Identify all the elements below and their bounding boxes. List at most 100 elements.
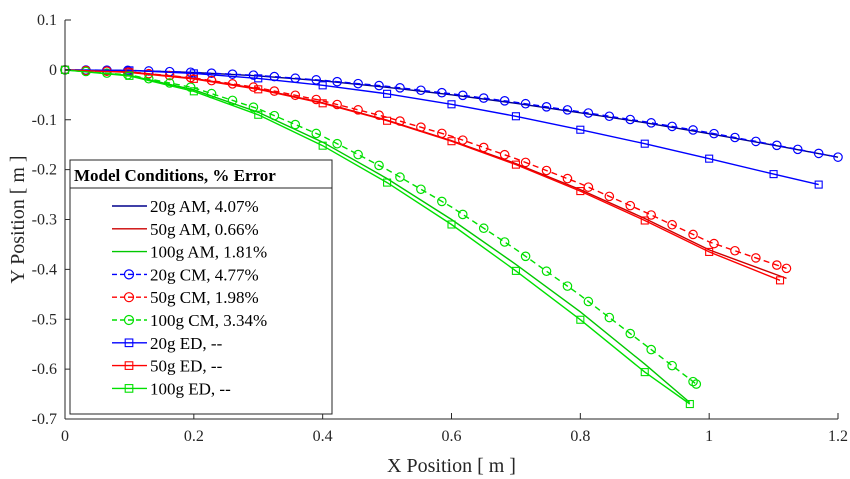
series-line — [64, 69, 697, 385]
circle-marker — [709, 238, 719, 249]
legend-item: 20g AM, 4.07% — [112, 197, 259, 216]
circle-marker — [290, 119, 301, 130]
legend-label: 20g CM, 4.77% — [150, 265, 259, 284]
circle-marker — [541, 266, 552, 277]
circle-marker — [269, 86, 280, 96]
circle-marker — [123, 269, 135, 280]
circle-marker — [332, 138, 342, 149]
legend-item: 100g AM, 1.81% — [112, 243, 267, 262]
legend-item: 50g CM, 1.98% — [112, 288, 259, 307]
square-marker — [511, 112, 520, 121]
legend-item: 100g CM, 3.34% — [112, 311, 267, 330]
circle-marker — [478, 93, 489, 103]
legend-label: 50g AM, 0.66% — [150, 220, 259, 239]
circle-marker — [269, 110, 280, 121]
circle-marker — [457, 209, 468, 220]
circle-marker — [688, 376, 698, 387]
circle-marker — [478, 223, 489, 234]
circle-marker — [353, 78, 363, 89]
square-marker — [576, 187, 585, 196]
circle-marker — [646, 118, 656, 128]
circle-marker — [374, 80, 384, 91]
square-marker — [189, 69, 198, 78]
circle-marker — [499, 149, 510, 160]
square-marker — [447, 137, 456, 146]
square-marker — [318, 99, 327, 108]
y-tick-label: -0.5 — [32, 311, 57, 328]
square-marker — [189, 74, 198, 83]
x-tick-label: 0 — [61, 428, 69, 445]
circle-marker — [691, 379, 702, 389]
square-marker — [447, 220, 456, 229]
circle-marker — [374, 110, 384, 120]
square-marker — [769, 170, 778, 179]
square-marker — [189, 87, 198, 96]
circle-marker — [730, 245, 740, 256]
square-marker — [254, 74, 263, 83]
circle-marker — [833, 152, 843, 162]
square-marker — [383, 178, 392, 187]
y-tick-label: -0.3 — [32, 212, 57, 229]
circle-marker — [562, 173, 573, 184]
series-100g-cm — [60, 65, 702, 389]
circle-marker — [625, 200, 636, 211]
circle-marker — [437, 196, 447, 207]
square-marker — [511, 160, 520, 169]
circle-marker — [709, 128, 719, 139]
square-marker — [124, 338, 134, 348]
x-tick-label: 0.2 — [184, 428, 204, 445]
legend-box — [69, 159, 333, 415]
circle-marker — [583, 296, 594, 307]
square-marker — [254, 110, 263, 119]
x-tick-label: 1 — [705, 428, 713, 445]
x-axis-title: X Position [ m ] — [387, 455, 516, 477]
legend-label: 50g ED, -- — [150, 357, 223, 376]
circle-marker — [751, 253, 761, 263]
legend-label: 20g ED, -- — [150, 334, 223, 353]
y-tick-label: -0.4 — [32, 261, 57, 278]
x-tick-label: 1.2 — [828, 428, 848, 445]
x-tick-label: 0.8 — [570, 428, 590, 445]
y-tick-label: 0.1 — [37, 12, 57, 29]
square-marker — [511, 266, 520, 275]
circle-marker — [562, 281, 573, 291]
square-marker — [383, 89, 392, 98]
legend-item: 50g ED, -- — [112, 357, 223, 376]
circle-marker — [499, 96, 510, 106]
circle-marker — [520, 98, 531, 109]
circle-marker — [248, 82, 259, 92]
circle-marker — [520, 157, 531, 168]
legend-label: 100g CM, 3.34% — [150, 311, 267, 330]
circle-marker — [416, 184, 426, 195]
square-marker — [254, 85, 263, 94]
circle-marker — [123, 314, 135, 326]
circle-marker — [562, 105, 573, 115]
y-tick-label: -0.2 — [32, 162, 57, 179]
circle-marker — [478, 142, 489, 153]
circle-marker — [604, 191, 615, 202]
legend: Model Conditions, % Error 20g AM, 4.07% 5… — [69, 159, 333, 415]
circle-marker — [751, 136, 761, 147]
circle-marker — [437, 87, 447, 98]
square-marker — [124, 384, 134, 393]
series-line — [64, 69, 781, 281]
series-20g-ed — [60, 65, 823, 189]
legend-item: 100g ED, -- — [112, 379, 231, 398]
legend-item: 20g ED, -- — [112, 334, 223, 353]
circle-marker — [688, 125, 698, 135]
y-tick-label: -0.7 — [32, 411, 57, 428]
square-marker — [318, 141, 327, 150]
legend-label: 50g CM, 1.98% — [150, 288, 259, 307]
circle-marker — [667, 121, 677, 132]
circle-marker — [332, 99, 342, 110]
series-line — [64, 69, 691, 405]
circle-marker — [353, 105, 363, 115]
legend-label: 20g AM, 4.07% — [150, 197, 259, 216]
square-marker — [383, 116, 392, 125]
circle-marker — [227, 95, 238, 106]
circle-marker — [457, 135, 468, 145]
circle-marker — [604, 312, 615, 323]
legend-item: 20g CM, 4.77% — [112, 265, 259, 284]
circle-marker — [332, 76, 342, 87]
square-marker — [124, 361, 134, 370]
